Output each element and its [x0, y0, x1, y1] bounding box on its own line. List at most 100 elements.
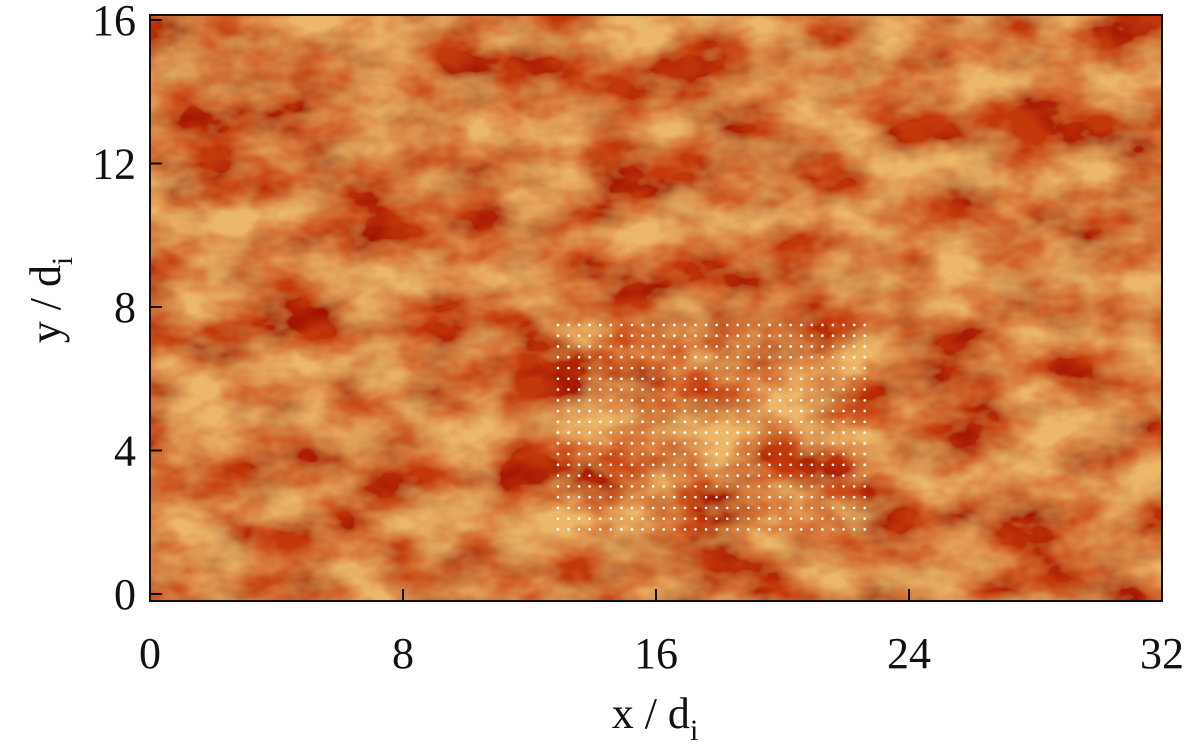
- y-tick-label: 16: [92, 0, 136, 45]
- grid-dot: [725, 366, 729, 370]
- grid-dot: [747, 409, 750, 413]
- grid-dot: [863, 474, 867, 477]
- grid-dot: [725, 388, 729, 391]
- grid-dot: [789, 323, 792, 327]
- grid-dot: [715, 495, 718, 499]
- grid-dot: [842, 442, 845, 445]
- grid-dot: [821, 355, 824, 359]
- grid-dot: [620, 409, 623, 413]
- grid-dot: [598, 323, 602, 327]
- grid-dot: [810, 495, 814, 499]
- grid-dot: [651, 388, 655, 391]
- grid-dot: [620, 323, 623, 327]
- grid-dot: [799, 528, 803, 531]
- grid-dot: [768, 345, 771, 348]
- grid-dot: [715, 409, 718, 413]
- grid-dot: [736, 452, 740, 456]
- grid-dot: [694, 377, 697, 381]
- grid-dot: [683, 420, 687, 424]
- grid-dot: [620, 345, 623, 348]
- grid-dot: [577, 452, 581, 456]
- grid-dot: [683, 366, 687, 370]
- grid-dot: [747, 463, 750, 467]
- grid-dot: [630, 506, 634, 510]
- grid-dot: [747, 442, 750, 445]
- grid-dot: [863, 366, 867, 370]
- grid-dot: [630, 388, 634, 391]
- grid-dot: [694, 345, 697, 348]
- grid-dot: [842, 506, 845, 510]
- grid-dot: [651, 366, 655, 370]
- grid-dot: [641, 420, 644, 424]
- grid-dot: [694, 495, 697, 499]
- grid-dot: [683, 528, 687, 531]
- grid-dot: [768, 463, 771, 467]
- grid-dot: [852, 528, 856, 531]
- grid-dot: [810, 528, 814, 531]
- grid-dot: [863, 323, 867, 327]
- grid-dot: [683, 474, 687, 477]
- grid-dot: [736, 506, 740, 510]
- grid-dot: [641, 345, 644, 348]
- grid-dot: [609, 474, 613, 477]
- grid-dot: [662, 323, 666, 327]
- grid-dot: [673, 431, 676, 434]
- grid-dot: [747, 506, 750, 510]
- grid-dot: [831, 366, 835, 370]
- grid-dot: [630, 452, 634, 456]
- grid-dot: [778, 409, 782, 413]
- grid-dot: [778, 442, 782, 445]
- grid-dot: [651, 377, 655, 381]
- grid-dot: [651, 442, 655, 445]
- grid-dot: [821, 485, 824, 488]
- grid-dot: [641, 506, 644, 510]
- grid-dot: [673, 345, 676, 348]
- grid-dot: [567, 388, 570, 391]
- grid-dot: [683, 485, 687, 488]
- grid-dot: [651, 528, 655, 531]
- grid-dot: [842, 463, 845, 467]
- grid-dot: [863, 334, 867, 338]
- grid-dot: [842, 323, 845, 327]
- grid-dot: [662, 409, 666, 413]
- grid-dot: [725, 528, 729, 531]
- grid-dot: [757, 398, 761, 402]
- grid-dot: [747, 420, 750, 424]
- grid-dot: [789, 420, 792, 424]
- grid-dot: [641, 409, 644, 413]
- grid-dot: [609, 409, 613, 413]
- y-axis-label-main: y / d: [21, 265, 70, 343]
- grid-dot: [641, 485, 644, 488]
- grid-dot: [789, 485, 792, 488]
- grid-dot: [789, 345, 792, 348]
- grid-dot: [863, 485, 867, 488]
- grid-dot: [651, 452, 655, 456]
- grid-dot: [831, 474, 835, 477]
- grid-dot: [768, 442, 771, 445]
- grid-dot: [757, 388, 761, 391]
- grid-dot: [704, 420, 708, 424]
- grid-dot: [747, 355, 750, 359]
- grid-dot: [799, 334, 803, 338]
- grid-dot: [863, 409, 867, 413]
- grid-dot: [799, 474, 803, 477]
- grid-dot: [630, 442, 634, 445]
- grid-dot: [567, 409, 570, 413]
- grid-dot: [768, 377, 771, 381]
- grid-dot: [778, 463, 782, 467]
- grid-dot: [768, 323, 771, 327]
- grid-dot: [715, 355, 718, 359]
- grid-dot: [651, 345, 655, 348]
- grid-dot: [842, 485, 845, 488]
- grid-dot: [757, 431, 761, 434]
- grid-dot: [852, 495, 856, 499]
- grid-dot: [704, 345, 708, 348]
- grid-dot: [620, 334, 623, 338]
- grid-dot: [778, 398, 782, 402]
- grid-dot: [842, 366, 845, 370]
- grid-dot: [799, 452, 803, 456]
- grid-dot: [842, 388, 845, 391]
- grid-dot: [852, 398, 856, 402]
- grid-dot: [694, 431, 697, 434]
